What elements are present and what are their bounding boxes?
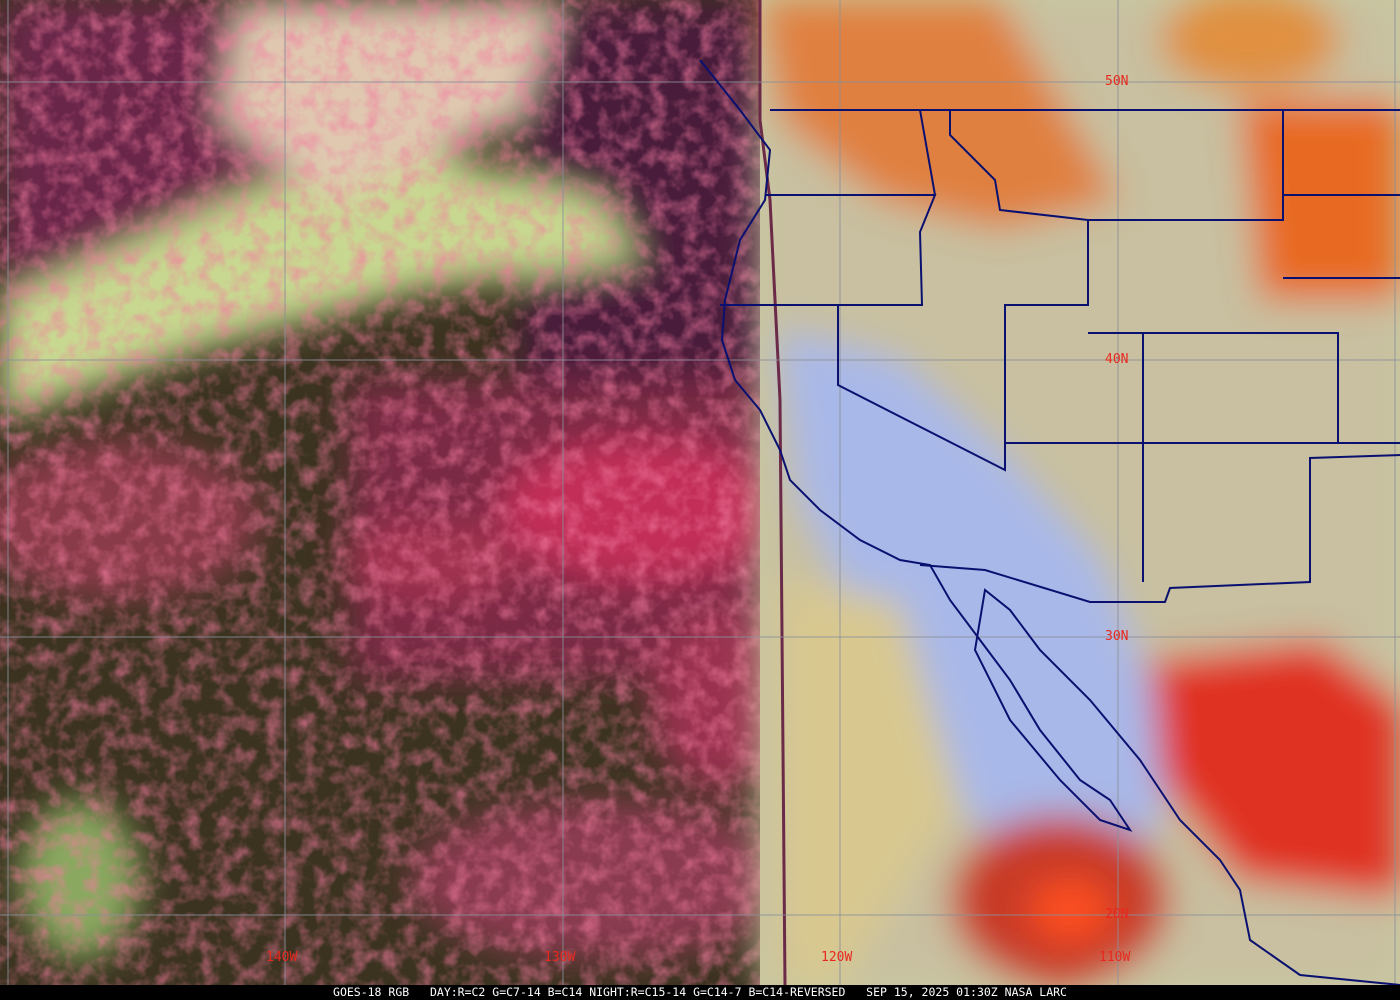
state-borders <box>720 109 1400 582</box>
lon-label-140w: 140W <box>266 950 297 965</box>
political-borders <box>699 59 1400 985</box>
lat-label-20n: 20N <box>1105 907 1128 922</box>
grid-labels: 50N 40N 30N 20N 140W 130W 120W 110W <box>266 74 1130 965</box>
coastline <box>699 59 1400 985</box>
caption-recipe: DAY:R=C2 G=C7-14 B=C14 NIGHT:R=C15-14 G=… <box>429 985 846 999</box>
caption-satellite: GOES-18 RGB <box>333 985 410 999</box>
caption-timestamp: SEP 15, 2025 01:30Z <box>866 985 998 999</box>
lat-label-30n: 30N <box>1105 629 1128 644</box>
lat-label-40n: 40N <box>1105 352 1128 367</box>
us-mexico-border <box>919 454 1400 603</box>
lon-label-110w: 110W <box>1099 950 1130 965</box>
caption-credit: NASA LARC <box>1004 985 1067 999</box>
image-caption-bar: GOES-18 RGB DAY:R=C2 G=C7-14 B=C14 NIGHT… <box>0 985 1400 1000</box>
lon-label-120w: 120W <box>821 950 852 965</box>
lat-label-50n: 50N <box>1105 74 1128 89</box>
lon-label-130w: 130W <box>544 950 575 965</box>
